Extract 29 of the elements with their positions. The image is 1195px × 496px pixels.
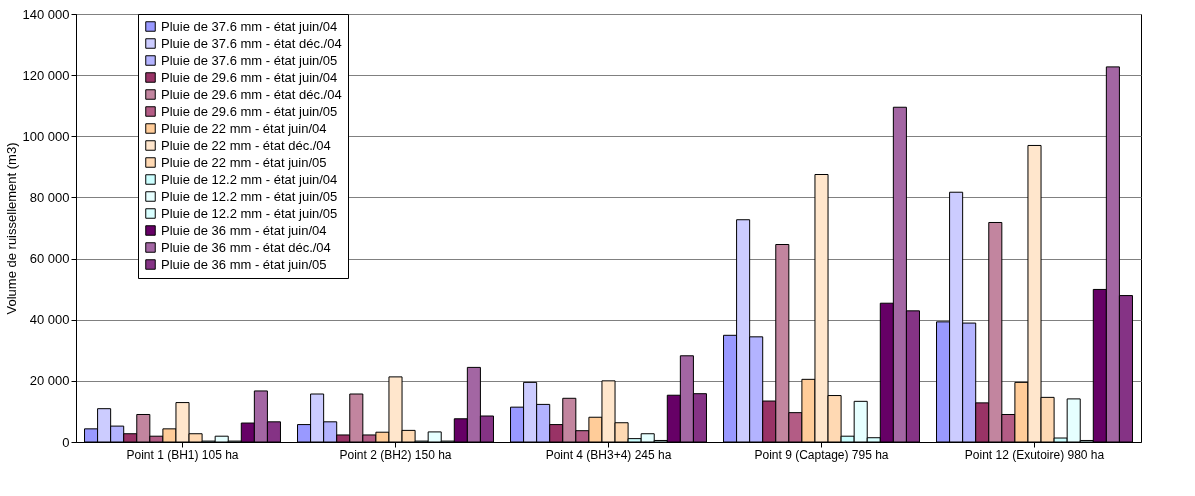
legend-label: Pluie de 36 mm - état juin/05 [161,256,327,272]
y-tick-label: 100 000 [22,128,70,144]
x-tick-label: Point 4 (BH3+4) 245 ha [545,447,672,462]
legend-label: Pluie de 37.6 mm - état déc./04 [161,35,342,51]
legend-label: Pluie de 22 mm - état juin/05 [161,154,327,170]
x-tick-label: Point 12 (Exutoire) 980 ha [964,447,1105,462]
legend-label: Pluie de 12.2 mm - état juin/05 [161,188,338,204]
y-tick-label: 40 000 [29,312,70,328]
x-tick-label: Point 9 (Captage) 795 ha [754,447,889,462]
x-tick-label: Point 2 (BH2) 150 ha [339,447,452,462]
legend-label: Pluie de 22 mm - état juin/04 [161,120,327,136]
y-tick-label: 20 000 [29,373,70,389]
y-tick-label: 140 000 [22,6,70,22]
legend-label: Pluie de 37.6 mm - état juin/05 [161,52,338,68]
legend-label: Pluie de 37.6 mm - état juin/04 [161,18,338,34]
legend-label: Pluie de 36 mm - état déc./04 [161,239,331,255]
legend-label: Pluie de 29.6 mm - état juin/05 [161,103,338,119]
legend-label: Pluie de 29.6 mm - état déc./04 [161,86,342,102]
legend-label: Pluie de 12.2 mm - état juin/04 [161,171,338,187]
y-tick-label: 60 000 [29,251,70,267]
legend-label: Pluie de 29.6 mm - état juin/04 [161,69,338,85]
y-axis-title: Volume de ruissellement (m3) [3,142,19,315]
x-tick-label: Point 1 (BH1) 105 ha [126,447,239,462]
y-tick-label: 0 [62,434,70,450]
y-tick-label: 120 000 [22,67,70,83]
legend-label: Pluie de 22 mm - état déc./04 [161,137,331,153]
legend-label: Pluie de 12.2 mm - état juin/05 [161,205,338,221]
legend-label: Pluie de 36 mm - état juin/04 [161,222,327,238]
y-tick-label: 80 000 [29,189,70,205]
